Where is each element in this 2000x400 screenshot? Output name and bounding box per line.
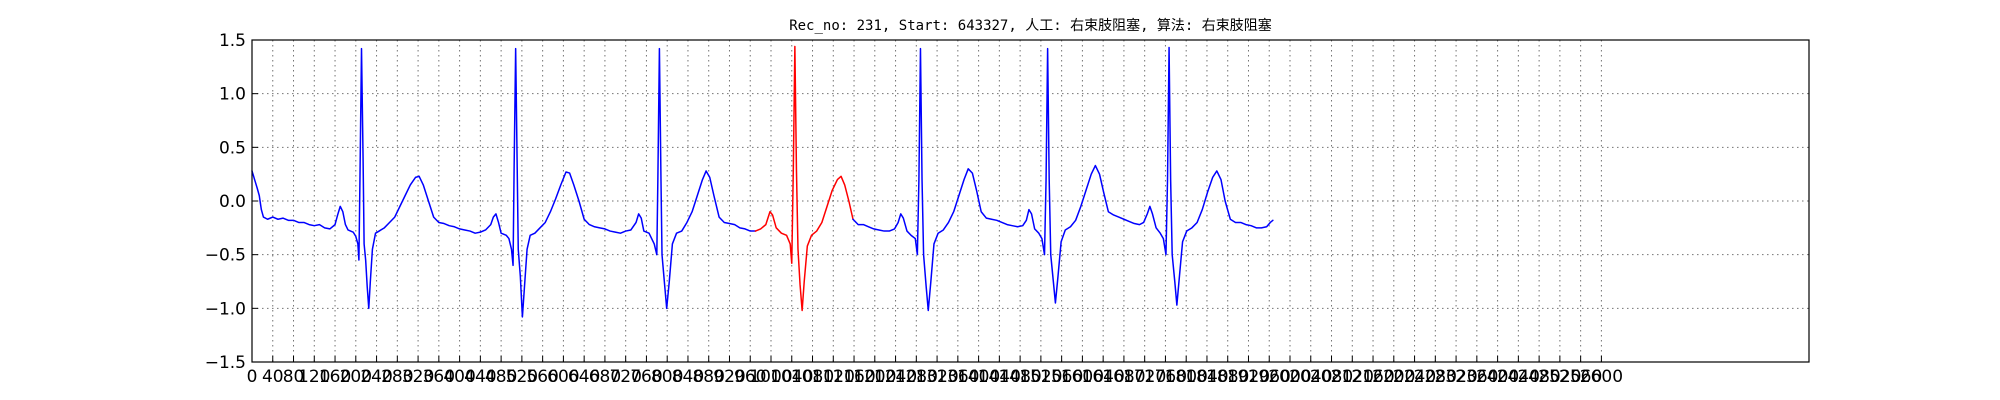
x-tick-label: 40: [262, 367, 284, 387]
y-axis: 1.5 1.0 0.5 0.0 −0.5 −1.0 −1.5: [205, 31, 258, 373]
x-tick-label: 80: [283, 367, 305, 387]
x-tick-label: 240: [360, 367, 392, 387]
x-tick-label: 1840: [1185, 367, 1228, 387]
x-tick-label: 1360: [936, 367, 979, 387]
x-tick-label: 0: [247, 367, 258, 387]
x-tick-label: 1640: [1082, 367, 1125, 387]
x-tick-label: 1520: [1019, 367, 1062, 387]
x-tick-label: 160: [319, 367, 351, 387]
x-tick-label: 1400: [957, 367, 1000, 387]
series-layer: [251, 45, 1274, 318]
x-tick-label: 1960: [1248, 367, 1291, 387]
x-tick-label: 1000: [749, 367, 792, 387]
x-tick-label: 520: [506, 367, 538, 387]
x-tick-label: 2040: [1289, 367, 1332, 387]
x-tick-label: 2280: [1414, 367, 1457, 387]
x-tick-label: 2600: [1580, 367, 1623, 387]
x-tick-label: 1680: [1102, 367, 1145, 387]
x-tick-label: 2320: [1434, 367, 1477, 387]
x-tick-label: 640: [568, 367, 600, 387]
x-tick-label: 800: [651, 367, 683, 387]
y-tick-label: 0.5: [219, 138, 246, 158]
x-tick-label: 120: [298, 367, 330, 387]
x-tick-label: 1080: [791, 367, 834, 387]
x-tick-label: 440: [464, 367, 496, 387]
x-tick-label: 1920: [1227, 367, 1270, 387]
x-tick-label: 1560: [1040, 367, 1083, 387]
ecg-series-line-3: [852, 46, 1274, 312]
chart-title: Rec_no: 231, Start: 643327, 人工: 右束肢阻塞, 算…: [789, 17, 1272, 34]
x-tick-label: 2400: [1476, 367, 1519, 387]
x-tick-label: 2240: [1393, 367, 1436, 387]
x-tick-label: 1280: [895, 367, 938, 387]
x-tick-label: 480: [485, 367, 517, 387]
x-tick-label: 1760: [1144, 367, 1187, 387]
x-tick-label: 2360: [1455, 367, 1498, 387]
x-tick-label: 840: [672, 367, 704, 387]
x-tick-label: 1200: [853, 367, 896, 387]
x-tick-label: 1720: [1123, 367, 1166, 387]
x-tick-label: 1480: [998, 367, 1041, 387]
x-tick-label: 680: [589, 367, 621, 387]
x-tick-label: 280: [381, 367, 413, 387]
ecg-series-line-2: [754, 45, 854, 312]
x-tick-label: 920: [713, 367, 745, 387]
x-axis: 0 40 8012016020024028032036040044048052056…: [247, 356, 1623, 387]
x-tick-label: 200: [340, 367, 372, 387]
x-tick-label: 600: [547, 367, 579, 387]
y-tick-label: −1.0: [205, 299, 246, 319]
x-tick-label: 400: [443, 367, 475, 387]
x-tick-label: 1120: [812, 367, 855, 387]
grid-layer: [251, 39, 1809, 363]
x-tick-label: 1880: [1206, 367, 1249, 387]
x-tick-label: 720: [609, 367, 641, 387]
x-tick-label: 560: [526, 367, 558, 387]
x-tick-label: 1040: [770, 367, 813, 387]
y-tick-label: 1.5: [219, 31, 246, 51]
x-tick-label: 1320: [915, 367, 958, 387]
x-tick-label: 2120: [1331, 367, 1374, 387]
y-tick-label: 1.0: [219, 85, 246, 105]
x-tick-label: 2200: [1372, 367, 1415, 387]
x-tick-label: 2080: [1310, 367, 1353, 387]
plot-frame: [251, 39, 1810, 363]
x-tick-label: 2520: [1538, 367, 1581, 387]
y-tick-label: −0.5: [205, 246, 246, 266]
y-tick-label: −1.5: [205, 353, 246, 373]
x-tick-label: 2560: [1559, 367, 1602, 387]
x-tick-label: 760: [630, 367, 662, 387]
y-tick-label: 0.0: [219, 192, 246, 212]
x-tick-label: 1160: [832, 367, 875, 387]
x-tick-label: 880: [692, 367, 724, 387]
x-tick-label: 320: [402, 367, 434, 387]
x-tick-label: 1440: [978, 367, 1021, 387]
x-tick-label: 1240: [874, 367, 917, 387]
x-tick-label: 2480: [1517, 367, 1560, 387]
ecg-series-line-1: [251, 47, 757, 318]
x-tick-label: 1800: [1165, 367, 1208, 387]
x-tick-label: 360: [423, 367, 455, 387]
x-tick-label: 2160: [1351, 367, 1394, 387]
x-tick-label: 960: [734, 367, 766, 387]
x-tick-label: 2440: [1497, 367, 1540, 387]
x-tick-label: 2000: [1268, 367, 1311, 387]
x-tick-label: 1600: [1061, 367, 1104, 387]
